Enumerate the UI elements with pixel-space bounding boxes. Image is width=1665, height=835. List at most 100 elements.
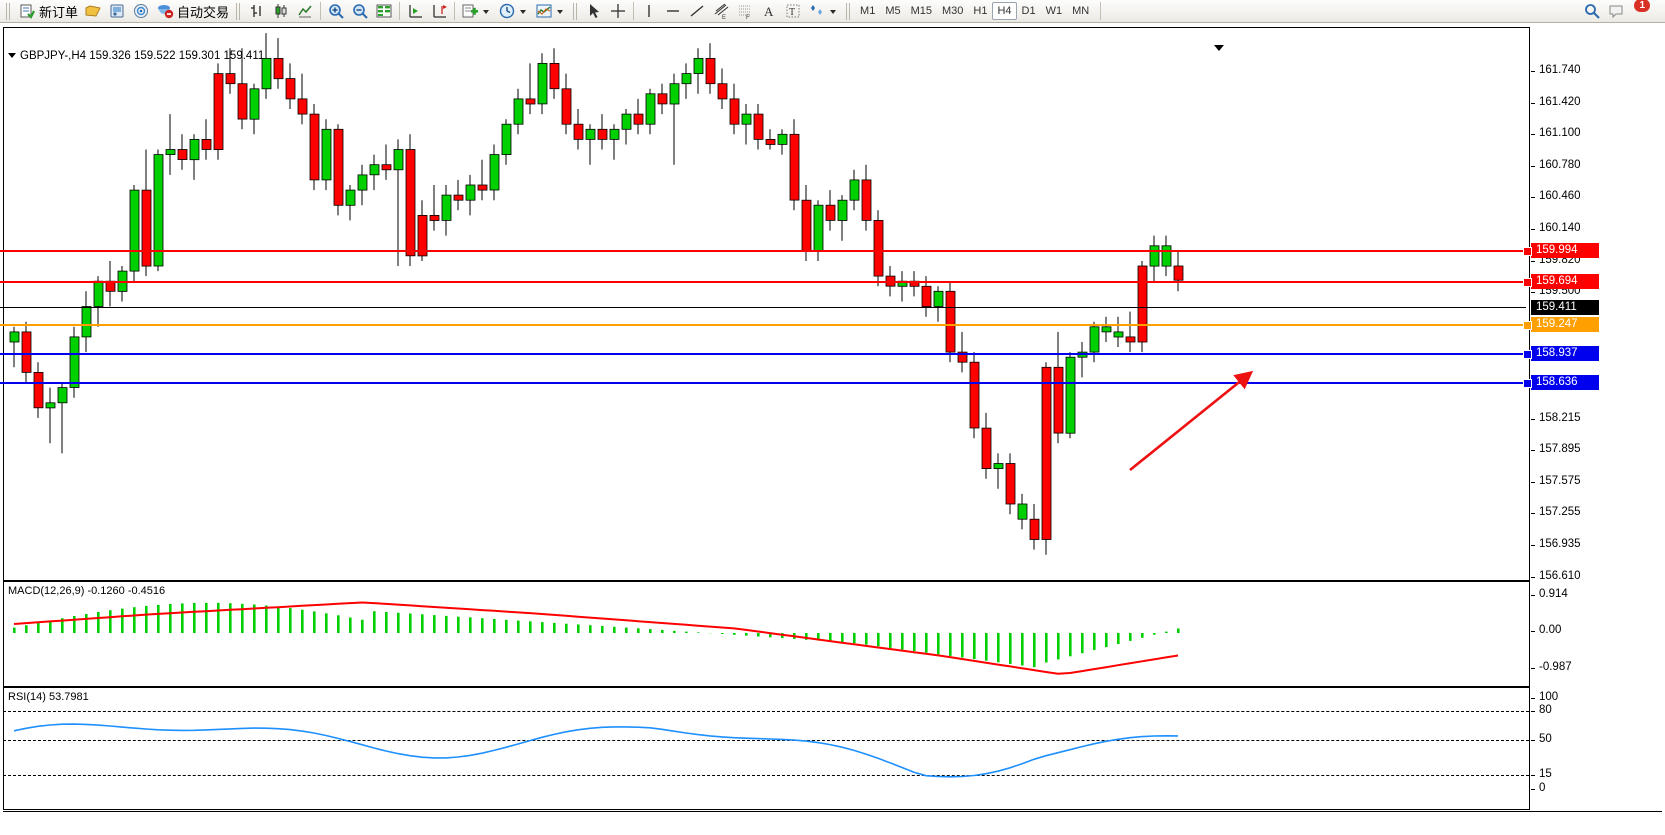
macd-rsi-separator bbox=[3, 686, 1529, 688]
price-tag-current-price[interactable]: 159.411 bbox=[1531, 300, 1599, 315]
chevron-down-icon-3[interactable] bbox=[557, 10, 564, 14]
chart-menu-caret-icon[interactable] bbox=[8, 53, 16, 58]
level-handle-158937[interactable] bbox=[1523, 350, 1532, 359]
search-icon[interactable] bbox=[1583, 2, 1601, 20]
alert-count-badge[interactable]: 1 bbox=[1634, 0, 1650, 12]
zoom-out-button[interactable] bbox=[348, 1, 372, 22]
rsi-series bbox=[13, 723, 1179, 778]
price-tick: 157.255 bbox=[1531, 506, 1581, 518]
shift-start-icon bbox=[406, 2, 424, 20]
elliott-wave-button[interactable]: E bbox=[709, 1, 733, 22]
price-tag-support[interactable]: 158.636 bbox=[1531, 375, 1599, 390]
level-handle-159247[interactable] bbox=[1523, 321, 1532, 330]
timeframe-m5[interactable]: M5 bbox=[885, 5, 901, 17]
macd-tick: -0.987 bbox=[1531, 661, 1572, 673]
crosshair-button[interactable] bbox=[606, 1, 630, 22]
bar-chart-button[interactable] bbox=[245, 1, 269, 22]
price-axis[interactable] bbox=[1529, 27, 1662, 810]
timeframe-m15[interactable]: M15 bbox=[910, 5, 932, 17]
zoom-in-button[interactable] bbox=[324, 1, 348, 22]
trend-arrow-annotation[interactable] bbox=[1120, 365, 1260, 480]
price-tick: 157.895 bbox=[1531, 443, 1581, 455]
level-handle-159694[interactable] bbox=[1523, 278, 1532, 287]
cursor-button[interactable] bbox=[582, 1, 606, 22]
indicators-icon bbox=[461, 2, 479, 20]
text-label-icon: T bbox=[784, 2, 802, 20]
level-line-159247[interactable] bbox=[0, 324, 1526, 326]
shapes-icon bbox=[808, 2, 826, 20]
timeframe-h4[interactable]: H4 bbox=[992, 2, 1017, 20]
rsi-level-15-line bbox=[3, 775, 1529, 776]
shift-start-button[interactable] bbox=[403, 1, 427, 22]
period-button[interactable] bbox=[495, 1, 532, 22]
data-window-icon bbox=[375, 2, 393, 20]
price-macd-separator bbox=[3, 580, 1529, 582]
folder-button[interactable] bbox=[81, 1, 105, 22]
price-tick: 160.460 bbox=[1531, 190, 1581, 202]
price-tick: 157.575 bbox=[1531, 475, 1581, 487]
cursor-icon bbox=[585, 2, 603, 20]
vertical-line-button[interactable] bbox=[637, 1, 661, 22]
svg-text:T: T bbox=[789, 7, 795, 18]
price-tag-support[interactable]: 158.937 bbox=[1531, 346, 1599, 361]
shapes-button[interactable] bbox=[805, 1, 842, 22]
expert-advisor-icon bbox=[156, 2, 174, 20]
timeframe-h1[interactable]: H1 bbox=[973, 5, 988, 17]
text-label-button[interactable]: T bbox=[781, 1, 805, 22]
text-button[interactable]: A bbox=[757, 1, 781, 22]
toolbar-grip-3[interactable] bbox=[573, 2, 579, 20]
rsi-level-50-line bbox=[3, 740, 1529, 741]
chevron-down-icon[interactable] bbox=[483, 10, 490, 14]
zoom-in-icon bbox=[327, 2, 345, 20]
elliott-wave-icon: E bbox=[712, 2, 730, 21]
status-bar bbox=[0, 812, 1665, 835]
toolbar-grip-2[interactable] bbox=[236, 2, 242, 20]
level-line-158636[interactable] bbox=[0, 382, 1526, 384]
chart-area[interactable]: GBPJPY-,H4 159.326 159.522 159.301 159.4… bbox=[0, 23, 1665, 835]
level-handle-159994[interactable] bbox=[1523, 247, 1532, 256]
indicators-button[interactable] bbox=[458, 1, 495, 22]
chevron-down-icon-2[interactable] bbox=[520, 10, 527, 14]
chevron-down-icon-4[interactable] bbox=[830, 10, 837, 14]
auto-scroll-icon bbox=[430, 2, 448, 20]
data-window-button[interactable] bbox=[372, 1, 396, 22]
rsi-tick: 0 bbox=[1530, 782, 1545, 794]
alerts-icon[interactable] bbox=[1608, 2, 1634, 20]
level-line-159694[interactable] bbox=[0, 281, 1526, 283]
period-icon bbox=[498, 2, 516, 20]
line-chart-button[interactable] bbox=[293, 1, 317, 22]
level-line-159994[interactable] bbox=[0, 250, 1526, 252]
auto-scroll-button[interactable] bbox=[427, 1, 451, 22]
price-tag-resistance[interactable]: 159.994 bbox=[1531, 243, 1599, 258]
rsi-tick: 15 bbox=[1531, 768, 1552, 780]
timeframe-m30[interactable]: M30 bbox=[942, 5, 964, 17]
timeframe-m1[interactable]: M1 bbox=[860, 5, 876, 17]
timeframe-w1[interactable]: W1 bbox=[1045, 5, 1063, 17]
chart-plot[interactable] bbox=[3, 27, 1529, 810]
toolbar-grip[interactable] bbox=[6, 2, 11, 20]
rsi-tick: 50 bbox=[1531, 733, 1552, 745]
horizontal-line-button[interactable] bbox=[661, 1, 685, 22]
timeframe-mn[interactable]: MN bbox=[1072, 5, 1090, 17]
timeframe-d1[interactable]: D1 bbox=[1021, 5, 1036, 17]
level-line-158937[interactable] bbox=[0, 353, 1526, 355]
candlestick-series bbox=[9, 33, 1184, 555]
crosshair-icon bbox=[609, 2, 627, 20]
current-price-line bbox=[0, 307, 1526, 308]
fibonacci-button[interactable]: F bbox=[733, 1, 757, 22]
market-watch-button[interactable] bbox=[105, 1, 129, 22]
price-tag-pivot[interactable]: 159.247 bbox=[1531, 317, 1599, 332]
candlestick-chart-button[interactable] bbox=[269, 1, 293, 22]
price-tag-resistance[interactable]: 159.694 bbox=[1531, 274, 1599, 289]
trendline-button[interactable] bbox=[685, 1, 709, 22]
signals-button[interactable] bbox=[129, 1, 153, 22]
book-icon bbox=[108, 2, 126, 20]
templates-button[interactable] bbox=[532, 1, 569, 22]
scroll-marker-icon bbox=[1214, 45, 1224, 51]
level-handle-158636[interactable] bbox=[1523, 379, 1532, 388]
toolbar-grip-4[interactable] bbox=[846, 2, 852, 20]
new-order-label: 新订单 bbox=[39, 4, 79, 20]
new-order-button[interactable]: 新订单 bbox=[15, 1, 81, 22]
auto-trading-button[interactable]: 自动交易 bbox=[153, 1, 232, 22]
macd-title: MACD(12,26,9) -0.1260 -0.4516 bbox=[8, 585, 166, 597]
